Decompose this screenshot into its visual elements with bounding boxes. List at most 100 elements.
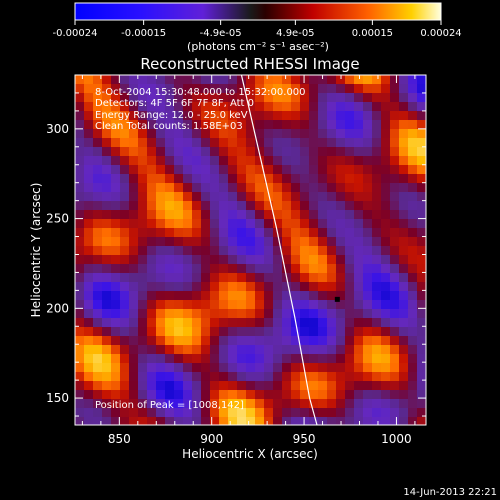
heatmap-cell xyxy=(381,165,391,175)
heatmap-cell xyxy=(156,300,166,310)
heatmap-cell xyxy=(183,390,193,400)
heatmap-cell xyxy=(210,363,220,373)
heatmap-cell xyxy=(327,273,337,283)
heatmap-cell xyxy=(156,255,166,265)
heatmap-cell xyxy=(354,201,364,211)
heatmap-cell xyxy=(327,408,337,418)
heatmap-cell xyxy=(93,120,103,130)
heatmap-cell xyxy=(228,291,238,301)
heatmap-cell xyxy=(228,363,238,373)
heatmap-cell xyxy=(363,390,373,400)
heatmap-cell xyxy=(75,273,85,283)
heatmap-cell xyxy=(399,201,409,211)
heatmap-cell xyxy=(120,210,130,220)
heatmap-cell xyxy=(156,93,166,103)
heatmap-cell xyxy=(111,318,121,328)
heatmap-cell xyxy=(156,147,166,157)
heatmap-cell xyxy=(219,165,229,175)
heatmap-area xyxy=(75,75,426,425)
heatmap-cell xyxy=(381,219,391,229)
heatmap-cell xyxy=(336,228,346,238)
heatmap-cell xyxy=(183,219,193,229)
heatmap-cell xyxy=(264,237,274,247)
heatmap-cell xyxy=(282,390,292,400)
heatmap-cell xyxy=(210,102,220,112)
heatmap-cell xyxy=(273,417,283,425)
heatmap-cell xyxy=(147,129,157,139)
heatmap-cell xyxy=(93,75,103,85)
heatmap-cell xyxy=(228,183,238,193)
heatmap-cell xyxy=(129,111,139,121)
heatmap-cell xyxy=(291,255,301,265)
heatmap-cell xyxy=(174,228,184,238)
heatmap-cell xyxy=(219,210,229,220)
heatmap-cell xyxy=(219,147,229,157)
heatmap-cell xyxy=(84,111,94,121)
heatmap-cell xyxy=(381,327,391,337)
heatmap-cell xyxy=(417,363,426,373)
heatmap-cell xyxy=(390,192,400,202)
heatmap-cell xyxy=(84,363,94,373)
heatmap-cell xyxy=(417,417,426,425)
heatmap-cell xyxy=(417,201,426,211)
heatmap-cell xyxy=(399,138,409,148)
heatmap-cell xyxy=(399,237,409,247)
heatmap-cell xyxy=(327,291,337,301)
heatmap-cell xyxy=(156,84,166,94)
heatmap-cell xyxy=(273,327,283,337)
heatmap-cell xyxy=(228,165,238,175)
heatmap-cell xyxy=(201,75,211,85)
heatmap-cell xyxy=(138,417,148,425)
heatmap-cell xyxy=(408,129,418,139)
heatmap-cell xyxy=(237,165,247,175)
heatmap-cell xyxy=(75,417,85,425)
heatmap-cell xyxy=(408,219,418,229)
heatmap-cell xyxy=(210,228,220,238)
heatmap-cell xyxy=(210,210,220,220)
heatmap-cell xyxy=(147,102,157,112)
heatmap-cell xyxy=(282,327,292,337)
heatmap-cell xyxy=(219,246,229,256)
heatmap-cell xyxy=(246,255,256,265)
heatmap-cell xyxy=(201,255,211,265)
heatmap-cell xyxy=(120,309,130,319)
heatmap-cell xyxy=(93,138,103,148)
heatmap-cell xyxy=(174,390,184,400)
heatmap-cell xyxy=(354,273,364,283)
heatmap-cell xyxy=(354,219,364,229)
heatmap-cell xyxy=(264,156,274,166)
heatmap-cell xyxy=(129,201,139,211)
heatmap-cell xyxy=(138,75,148,85)
heatmap-cell xyxy=(309,381,319,391)
heatmap-cell xyxy=(120,381,130,391)
heatmap-cell xyxy=(183,282,193,292)
heatmap-cell xyxy=(372,174,382,184)
heatmap-cell xyxy=(102,318,112,328)
colorbar-tick-label: 0.00015 xyxy=(352,28,393,39)
heatmap-cell xyxy=(363,219,373,229)
heatmap-cell xyxy=(417,147,426,157)
heatmap-cell xyxy=(219,282,229,292)
heatmap-cell xyxy=(390,228,400,238)
heatmap-cell xyxy=(174,192,184,202)
heatmap-cell xyxy=(183,417,193,425)
heatmap-cell xyxy=(111,255,121,265)
heatmap-cell xyxy=(75,354,85,364)
heatmap-cell xyxy=(201,237,211,247)
heatmap-cell xyxy=(282,228,292,238)
heatmap-cell xyxy=(390,120,400,130)
heatmap-cell xyxy=(183,84,193,94)
heatmap-cell xyxy=(201,174,211,184)
heatmap-cell xyxy=(120,372,130,382)
heatmap-cell xyxy=(318,354,328,364)
heatmap-cell xyxy=(291,183,301,193)
heatmap-cell xyxy=(201,183,211,193)
heatmap-cell xyxy=(174,147,184,157)
heatmap-cell xyxy=(372,210,382,220)
heatmap-cell xyxy=(345,174,355,184)
heatmap-cell xyxy=(210,192,220,202)
heatmap-cell xyxy=(219,255,229,265)
heatmap-cell xyxy=(318,282,328,292)
heatmap-cell xyxy=(138,291,148,301)
heatmap-cell xyxy=(408,309,418,319)
